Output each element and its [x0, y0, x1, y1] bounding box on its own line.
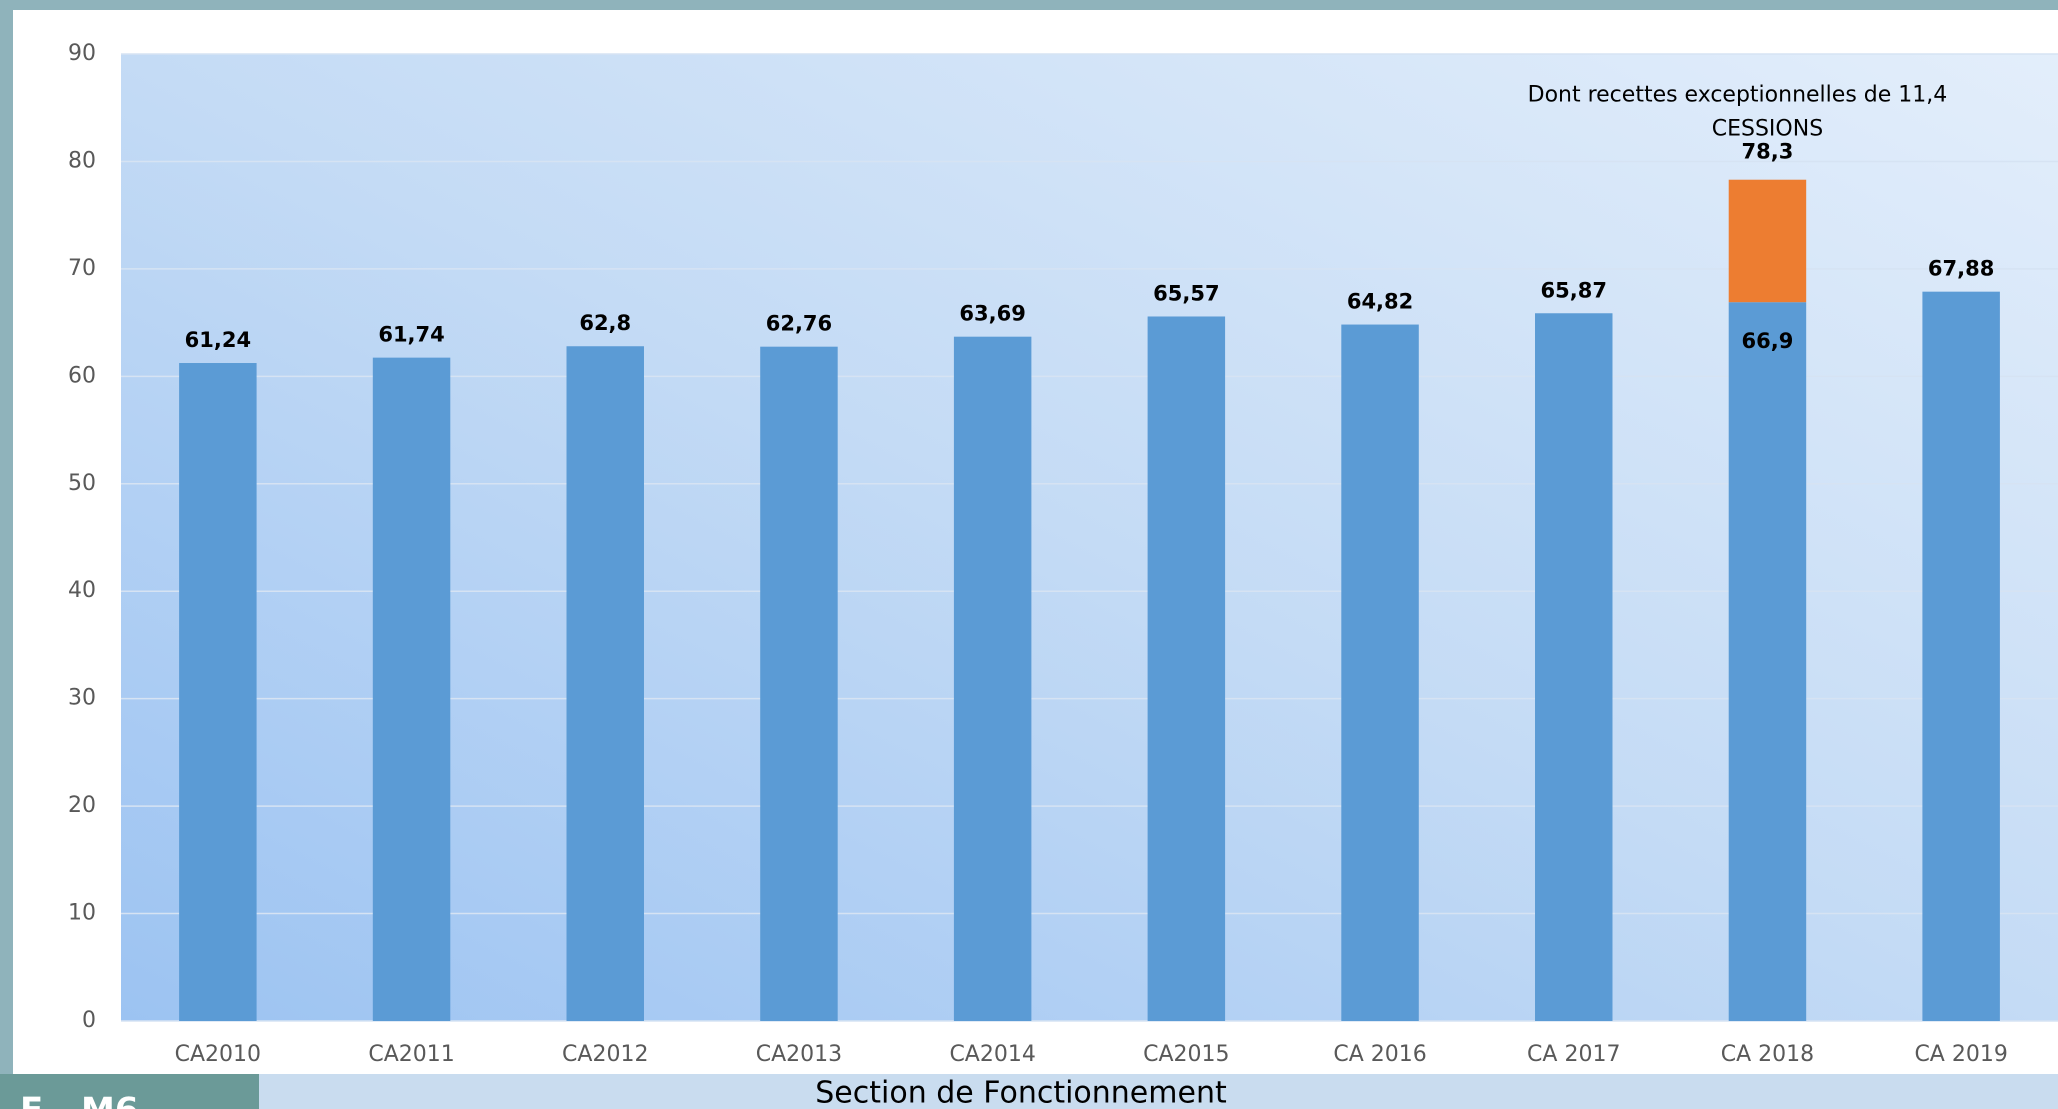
- y-tick-label: 60: [68, 363, 96, 388]
- y-tick-label: 30: [68, 686, 96, 711]
- bar-segment: [1535, 313, 1613, 1022]
- bar-segment: [1147, 316, 1226, 1021]
- bar-segment: [1728, 179, 1807, 303]
- value-label: 61,24: [185, 328, 251, 352]
- value-label: 62,76: [766, 312, 832, 336]
- y-tick-label: 40: [68, 578, 96, 603]
- footer-strip: [0, 1074, 2058, 1109]
- bar-segment: [372, 357, 451, 1021]
- x-tick-label: CA2015: [1143, 1042, 1229, 1067]
- value-label: 64,82: [1347, 290, 1413, 314]
- x-tick-label: CA 2016: [1333, 1042, 1426, 1067]
- x-tick-label: CA2012: [562, 1042, 648, 1067]
- y-tick-label: 20: [68, 793, 96, 818]
- y-tick-label: 10: [68, 901, 96, 926]
- bar-segment: [1341, 324, 1419, 1021]
- x-tick-label: CA2014: [949, 1042, 1035, 1067]
- y-tick-label: 90: [68, 41, 96, 66]
- bar-segment: [760, 346, 838, 1021]
- annotation: CESSIONS: [1712, 117, 1823, 142]
- badge: F - M6: [20, 1091, 139, 1109]
- value-label: 67,88: [1928, 257, 1994, 281]
- y-tick-label: 80: [68, 148, 96, 173]
- value-label: 65,57: [1153, 281, 1219, 305]
- badge-box: [0, 1074, 259, 1109]
- value-label: 65,87: [1541, 278, 1607, 302]
- bar-segment: [566, 346, 644, 1021]
- x-tick-label: CA 2017: [1527, 1042, 1620, 1067]
- x-tick-label: CA2011: [368, 1042, 454, 1067]
- value-label: 63,69: [959, 302, 1025, 326]
- y-tick-label: 70: [68, 256, 96, 281]
- x-tick-label: CA2010: [175, 1042, 261, 1067]
- total-label: 78,3: [1742, 140, 1794, 164]
- x-tick-label: CA2013: [756, 1042, 842, 1067]
- x-tick-label: CA 2019: [1914, 1042, 2007, 1067]
- bar-segment: [1922, 291, 2000, 1021]
- bar-segment: [1728, 302, 1807, 1021]
- bar-segment: [953, 336, 1032, 1021]
- bar-segment: [179, 363, 257, 1021]
- y-tick-label: 0: [82, 1008, 96, 1033]
- footer: Section de Fonctionnement: [815, 1076, 1227, 1109]
- value-label: 61,74: [378, 323, 444, 347]
- value-label: 62,8: [579, 311, 631, 335]
- x-tick-label: CA 2018: [1721, 1042, 1814, 1067]
- annotation: Dont recettes exceptionnelles de 11,4: [1528, 83, 1948, 108]
- y-tick-label: 50: [68, 471, 96, 496]
- value-label: 66,9: [1742, 329, 1794, 353]
